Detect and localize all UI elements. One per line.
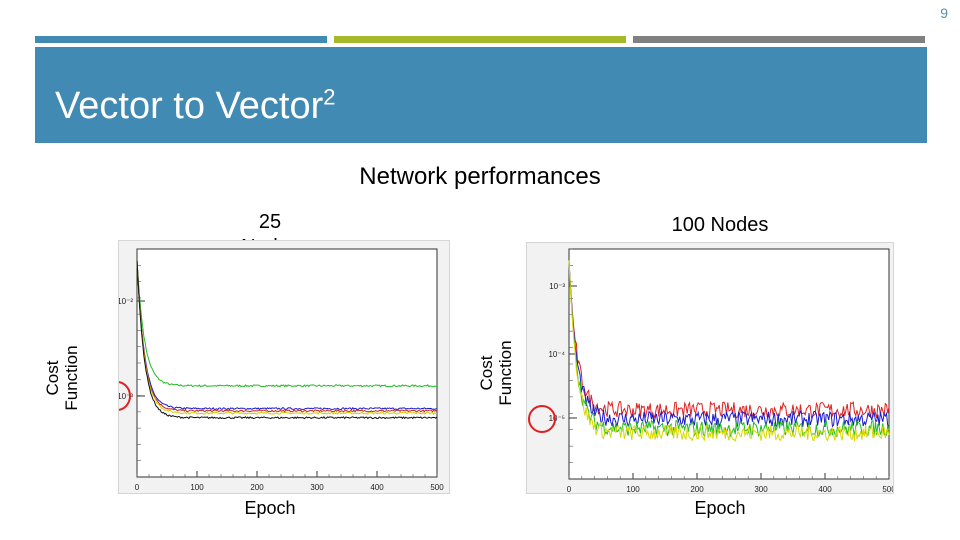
right-y-axis-label-line1: Cost — [477, 355, 496, 391]
x-tick-label: 0 — [567, 485, 572, 493]
plot-area — [136, 248, 438, 478]
x-tick-label: 400 — [818, 485, 832, 493]
left-y-axis-label-line2: Function — [62, 345, 81, 411]
right-x-axis-label: Epoch — [694, 498, 746, 518]
x-tick-label: 500 — [882, 485, 893, 493]
accent-stripe-gray — [633, 36, 925, 43]
right-y-axis-label-line2: Function — [496, 340, 515, 406]
right-plot: 0 100 200 300 400 500 10⁻³ 10⁻⁴ 10⁻⁵ — [526, 242, 894, 494]
accent-stripe-green — [334, 36, 626, 43]
highlight-circle — [528, 405, 556, 433]
y-tick-label: 10⁻³ — [549, 282, 565, 291]
title-banner: Vector to Vector2 — [35, 47, 927, 143]
series-line — [568, 260, 890, 428]
right-panel-label: 100 Nodes — [671, 214, 769, 236]
y-tick-label: 10⁻⁴ — [548, 350, 565, 359]
left-plot: 0 100 200 300 400 500 10⁻² 10⁻³ — [118, 240, 450, 494]
left-chart-svg: 0 100 200 300 400 500 10⁻² 10⁻³ — [119, 248, 444, 492]
page-number: 9 — [940, 5, 948, 21]
x-tick-label: 200 — [690, 485, 704, 493]
y-tick-label: 10⁻³ — [119, 392, 133, 401]
right-chart-svg: 0 100 200 300 400 500 10⁻³ 10⁻⁴ 10⁻⁵ — [528, 248, 893, 493]
series-line — [136, 260, 438, 413]
x-tick-label: 100 — [626, 485, 640, 493]
x-tick-label: 500 — [430, 483, 444, 492]
series-line — [136, 260, 438, 420]
subtitle: Network performances — [359, 163, 601, 190]
series-line — [136, 260, 438, 388]
slide-title-superscript: 2 — [323, 84, 336, 110]
series-line — [136, 260, 438, 415]
left-y-axis-label: Cost Function — [43, 338, 83, 418]
right-y-axis-label: Cost Function — [477, 333, 517, 413]
x-tick-label: 200 — [250, 483, 264, 492]
y-tick-label: 10⁻⁵ — [549, 414, 565, 423]
series-line — [136, 260, 438, 411]
slide-title-text: Vector to Vector — [55, 85, 324, 127]
y-tick-label: 10⁻² — [119, 297, 133, 306]
accent-stripe-blue — [35, 36, 327, 43]
plot-area — [568, 248, 890, 480]
x-tick-label: 100 — [190, 483, 204, 492]
x-tick-label: 300 — [754, 485, 768, 493]
left-y-axis-label-line1: Cost — [43, 360, 62, 396]
left-x-axis-label: Epoch — [244, 498, 296, 518]
x-tick-label: 400 — [370, 483, 384, 492]
left-panel-label-line1: 25 — [258, 211, 282, 233]
x-tick-label: 0 — [135, 483, 140, 492]
slide-title: Vector to Vector2 — [55, 85, 336, 128]
series-line — [568, 260, 890, 443]
highlight-circle — [119, 381, 131, 411]
x-tick-label: 300 — [310, 483, 324, 492]
